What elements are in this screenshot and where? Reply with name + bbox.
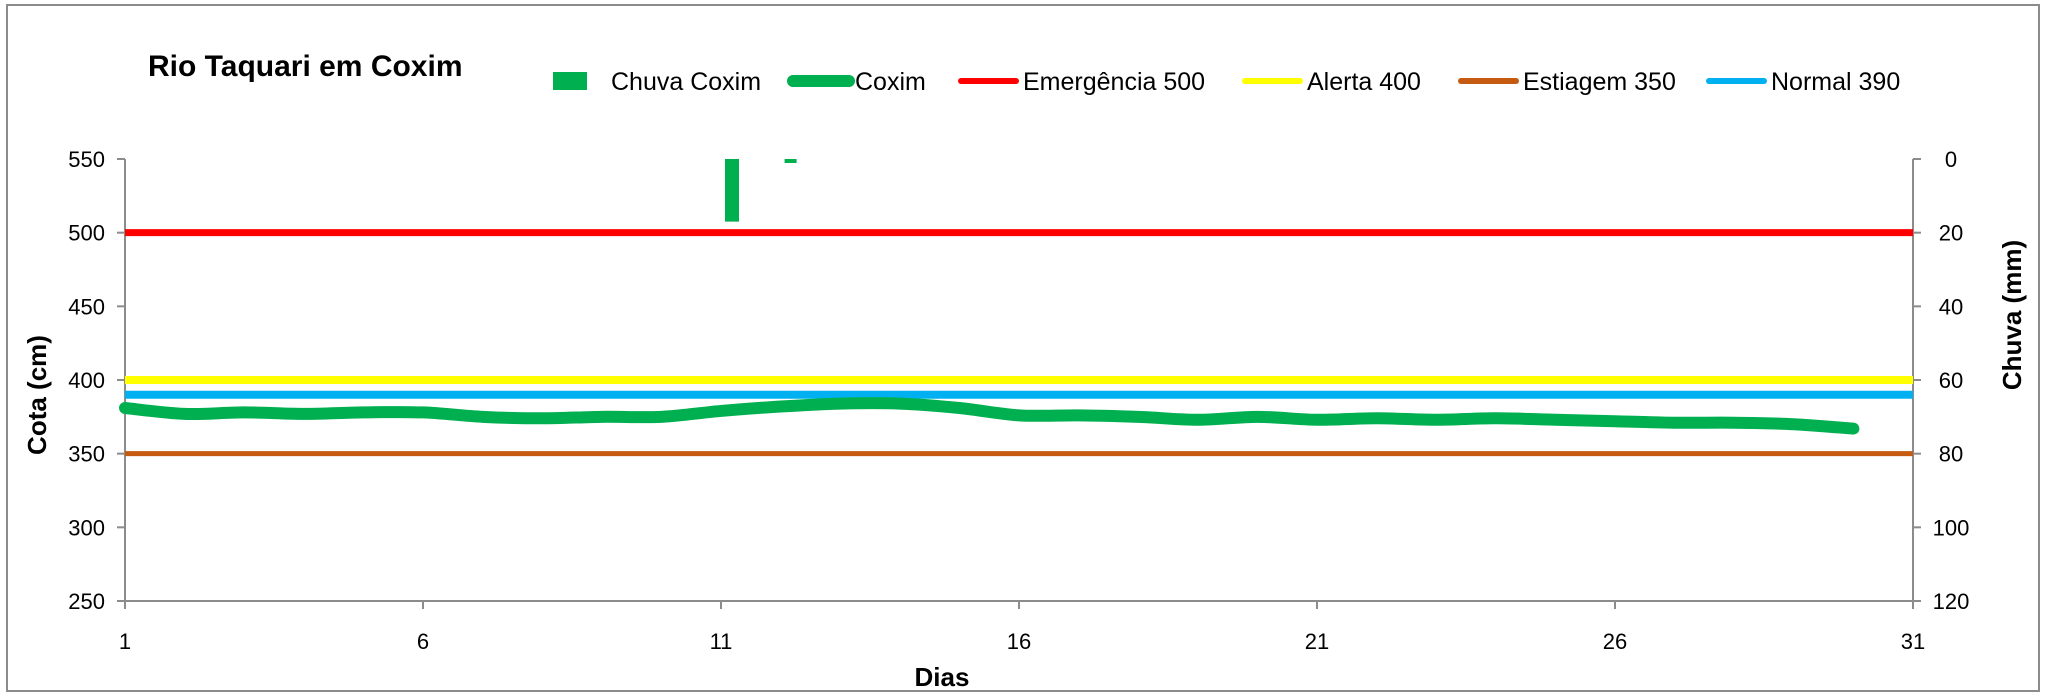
- y2-tick-label: 80: [1939, 442, 1963, 467]
- plot-area: [119, 159, 1913, 457]
- x-tick-label: 6: [417, 629, 429, 654]
- legend-label-normal: Normal 390: [1771, 68, 1900, 96]
- y-tick-label: 350: [68, 442, 105, 467]
- legend-swatch-chuva: [553, 72, 587, 90]
- rain-bar: [725, 159, 739, 222]
- x-tick-label: 16: [1007, 629, 1031, 654]
- legend-item-emergencia: Emergência 500: [958, 68, 1205, 96]
- y-tick-label: 300: [68, 515, 105, 540]
- x-tick-label: 26: [1603, 629, 1627, 654]
- y2-tick-label: 100: [1933, 515, 1970, 540]
- legend-label-emergencia: Emergência 500: [1023, 68, 1205, 96]
- x-axis-title: Dias: [915, 662, 970, 692]
- y-tick-label: 400: [68, 368, 105, 393]
- legend-label-coxim: Coxim: [855, 68, 926, 96]
- x-tick-label: 11: [710, 629, 733, 654]
- x-tick-label: 31: [1901, 629, 1925, 654]
- y2-tick-label: 40: [1939, 294, 1963, 319]
- y2-tick-label: 20: [1939, 221, 1963, 246]
- y2-tick-label: 60: [1939, 368, 1963, 393]
- chart-frame: [6, 4, 2040, 692]
- legend-item-normal: Normal 390: [1706, 68, 1900, 96]
- legend: Chuva Coxim Coxim Emergência 500 Alerta 400…: [553, 68, 1900, 96]
- y-tick-label: 450: [68, 294, 105, 319]
- rain-bar: [784, 159, 797, 163]
- chart-title: Rio Taquari em Coxim: [148, 50, 463, 83]
- y-tick-label: 550: [68, 147, 105, 172]
- legend-item-estiagem: Estiagem 350: [1458, 68, 1676, 96]
- legend-label-chuva: Chuva Coxim: [611, 68, 761, 96]
- y2-tick-label: 0: [1945, 147, 1957, 172]
- y2-tick-label: 120: [1933, 589, 1970, 614]
- legend-item-chuva: Chuva Coxim: [553, 68, 761, 96]
- legend-item-coxim: Coxim: [787, 68, 926, 96]
- y-tick-label: 250: [68, 589, 105, 614]
- x-tick-label: 21: [1305, 629, 1329, 654]
- series-line-coxim: [119, 397, 1860, 435]
- y2-axis-title: Chuva (mm): [1997, 240, 2027, 390]
- legend-item-alerta: Alerta 400: [1242, 68, 1421, 96]
- y-tick-label: 500: [68, 221, 105, 246]
- y-axis-title: Cota (cm): [22, 335, 52, 455]
- legend-label-estiagem: Estiagem 350: [1523, 68, 1676, 96]
- legend-label-alerta: Alerta 400: [1307, 68, 1421, 96]
- x-tick-label: 1: [119, 629, 131, 654]
